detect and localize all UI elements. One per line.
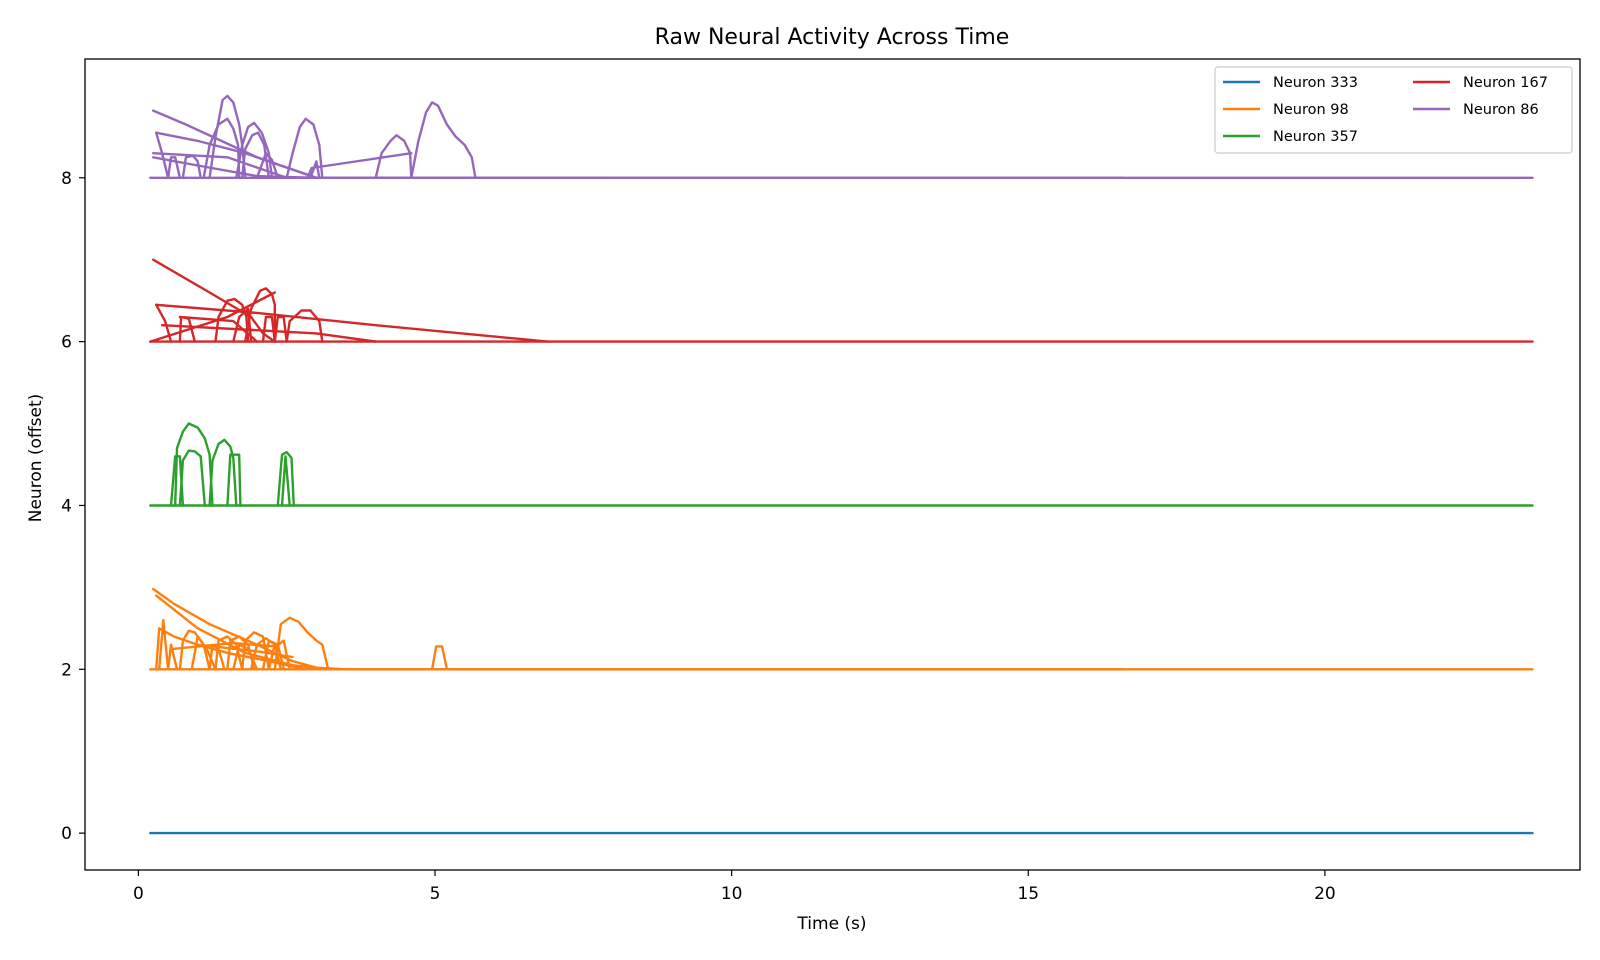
x-tick-label: 5 [430, 884, 441, 904]
x-axis-label: Time (s) [796, 914, 866, 934]
x-tick-label: 0 [133, 884, 144, 904]
y-axis-label: Neuron (offset) [26, 394, 46, 523]
x-tick-label: 10 [721, 884, 743, 904]
series-line-5-17 [374, 134, 413, 179]
y-tick-label: 2 [61, 660, 72, 680]
series-neuron-98 [149, 587, 1534, 671]
series-line-3-4 [178, 449, 206, 507]
series-line-4-11 [244, 287, 276, 343]
series-neuron-167 [149, 258, 1534, 343]
series-line-5-15 [306, 152, 413, 179]
series-line-2-15 [261, 639, 285, 671]
series-line-3-6 [226, 453, 242, 507]
series-line-3-3 [174, 422, 214, 507]
legend-label: Neuron 86 [1463, 102, 1539, 118]
y-tick-label: 0 [61, 824, 72, 844]
series-line-4-8 [178, 315, 259, 343]
legend-label: Neuron 357 [1273, 129, 1358, 145]
series-line-2-3 [155, 594, 330, 671]
series-line-2-6 [166, 643, 179, 671]
series-line-4-5 [160, 324, 377, 343]
series-neuron-357 [149, 422, 1534, 507]
series-line-5-12 [241, 131, 271, 179]
series-line-4-12 [261, 315, 276, 343]
y-axis: 0 2 4 6 8 [61, 169, 85, 844]
series-line-4-2 [152, 258, 276, 343]
legend: Neuron 333 Neuron 98 Neuron 357 Neuron 167 N… [1214, 66, 1573, 154]
y-tick-label: 6 [61, 333, 72, 353]
x-axis: 0 5 10 15 20 [133, 870, 1336, 904]
series-line-5-18 [410, 101, 477, 179]
series-line-5-14 [285, 117, 324, 179]
series-line-2-17 [273, 616, 330, 671]
series-line-5-10 [208, 94, 247, 179]
legend-label: Neuron 333 [1273, 75, 1358, 91]
series-line-5-11 [235, 121, 274, 179]
series-line-4-13 [273, 315, 288, 343]
chart-title: Raw Neural Activity Across Time [655, 25, 1010, 50]
series-line-3-7 [276, 451, 295, 507]
series-neuron-86 [149, 94, 1534, 179]
plot-frame [84, 58, 1581, 871]
series-line-4-10 [232, 307, 253, 343]
y-tick-label: 8 [61, 169, 72, 189]
legend-box [1214, 66, 1573, 154]
series-line-3-8 [280, 455, 291, 507]
series-line-5-13 [255, 152, 279, 179]
series-line-5-9 [202, 117, 241, 179]
series-line-5-7 [166, 156, 182, 179]
series-line-5-16 [309, 160, 321, 179]
series-line-2-5 [158, 618, 170, 671]
legend-label: Neuron 167 [1463, 75, 1548, 91]
legend-label: Neuron 98 [1273, 102, 1349, 118]
x-tick-label: 15 [1017, 884, 1039, 904]
series-line-3-5 [208, 438, 238, 507]
series-line-2-19 [172, 641, 276, 650]
x-tick-label: 20 [1314, 884, 1336, 904]
series-line-2-7 [178, 629, 211, 671]
series-line-4-9 [214, 297, 250, 343]
y-tick-label: 4 [61, 496, 72, 516]
series-line-4-14 [285, 309, 324, 343]
series-layer [149, 94, 1534, 835]
series-line-2-18 [196, 643, 294, 659]
series-line-2-2 [152, 587, 1125, 671]
series-line-5-8 [181, 154, 202, 179]
series-line-4-6 [149, 291, 276, 343]
series-line-2-20 [430, 645, 449, 671]
